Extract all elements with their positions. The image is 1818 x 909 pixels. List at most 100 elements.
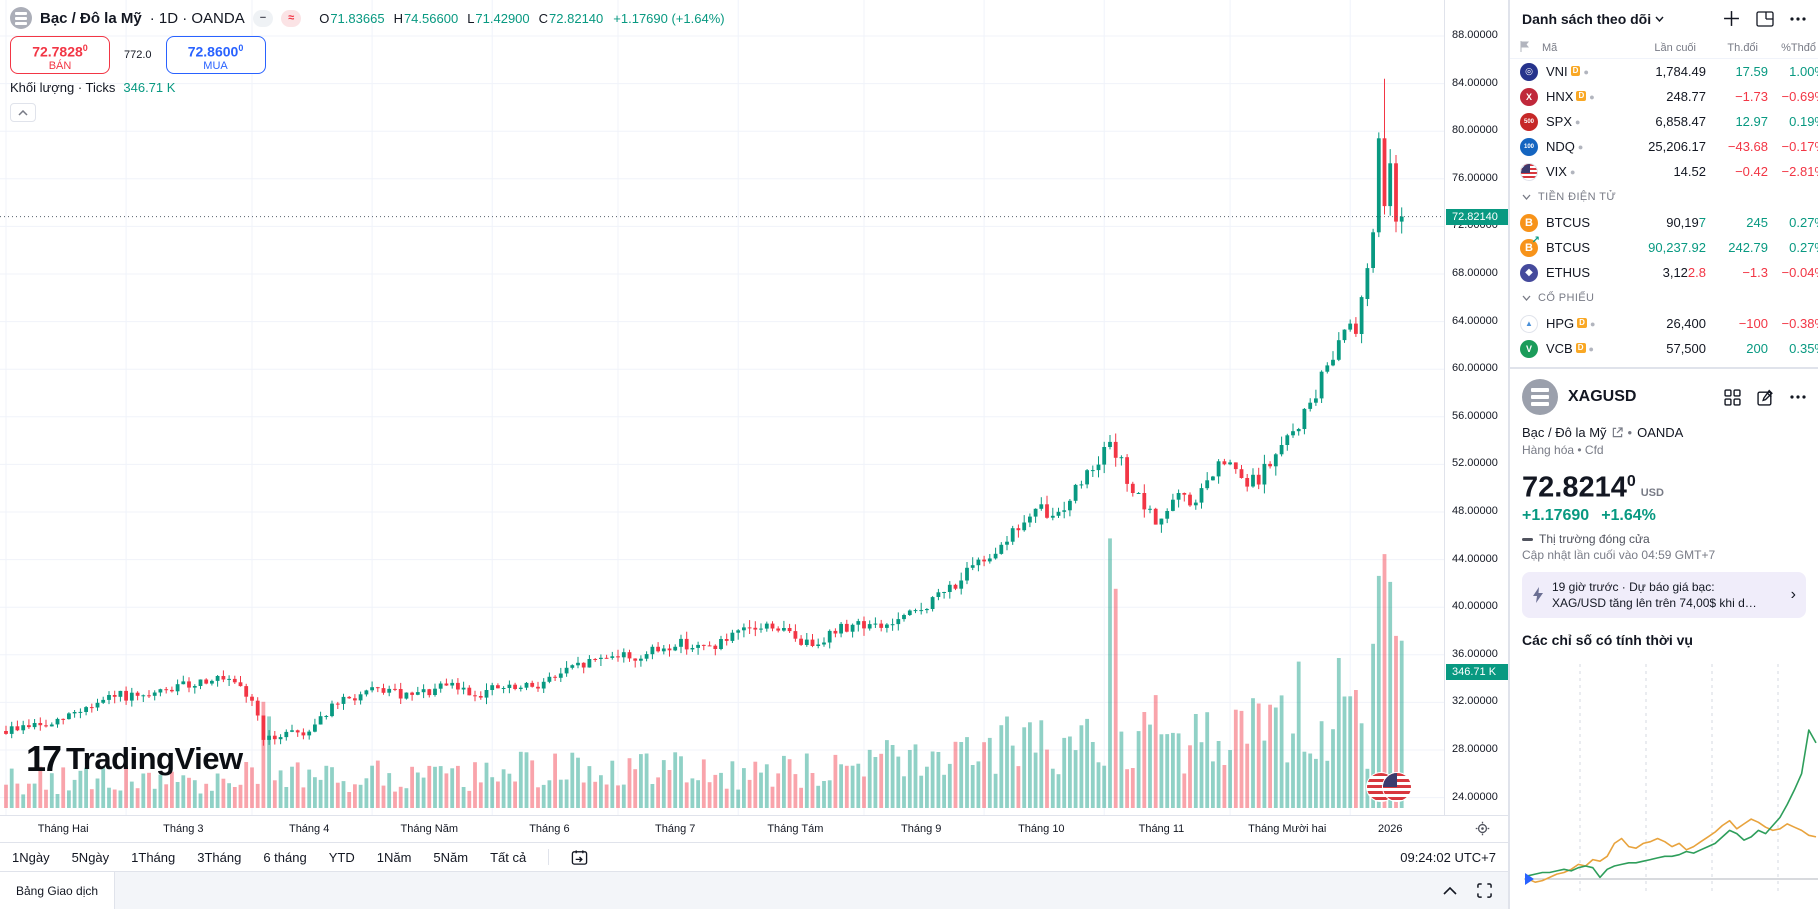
legend-collapse-button[interactable] [10,103,36,122]
news-line1: 19 giờ trước · Dự báo giá bạc: [1552,580,1715,595]
hide-indicator-icon[interactable]: − [252,9,274,27]
price-tick: 48.00000 [1452,505,1498,517]
buy-label: MUA [203,59,228,72]
price-tick: 40.00000 [1452,600,1498,613]
column-change-pct[interactable]: %Thđổ [1781,41,1816,54]
chevron-down-icon [1655,16,1664,22]
spread-value: 772.0 [124,49,152,61]
symbol-subtitle[interactable]: · 1D · OANDA [149,9,245,27]
range-all[interactable]: Tất cả [490,849,527,865]
news-banner[interactable]: 19 giờ trước · Dự báo giá bạc: XAG/USD t… [1522,572,1806,619]
current-price: 72.82140 [1522,472,1636,505]
high-value: 74.56600 [403,10,459,26]
watchlist-row-ndq[interactable]: 100 NDQ● 25,206.17 −43.68 −0.17% [1510,134,1818,159]
range-3m[interactable]: 3Tháng [197,849,242,865]
column-symbol[interactable]: Mã [1542,41,1558,54]
axis-settings-gear-icon[interactable] [1475,821,1490,841]
chevron-up-icon [18,109,28,116]
trading-panel-tab[interactable]: Bảng Giao dịch [0,872,116,909]
price-tick: 28.00000 [1452,743,1498,755]
symbol-overview-grid-icon[interactable] [1724,389,1741,406]
change-value: +1.17690 (+1.64%) [613,10,725,26]
close-value: 72.82140 [549,10,604,26]
pair-logos-icon [1366,772,1414,804]
time-axis-month: Tháng 4 [288,823,330,835]
last-price-label: 72.82140 [1446,208,1508,225]
edit-note-icon[interactable] [1757,389,1774,406]
seasonal-section-title: Các chỉ số có tính thời vụ [1522,632,1693,649]
hpg-logo-icon: ▲ [1520,314,1538,333]
symbol-fullname[interactable]: Bạc / Đô la Mỹ [1522,425,1607,441]
flag-column-icon[interactable] [1520,40,1542,55]
fullscreen-icon[interactable] [1477,883,1492,898]
price-axis[interactable]: 72.82140 346.71 K 88.00000 84.00000 80.000… [1444,0,1508,815]
tradingview-logo-text: TradingView [66,741,243,776]
chevron-right-icon: › [1790,586,1796,604]
sp500-logo-icon: 500 [1520,112,1538,131]
watchlist-row-vix[interactable]: VIX● 14.52 −0.42 −2.81% [1510,159,1818,184]
column-change[interactable]: Th.đổi [1727,41,1758,54]
time-axis[interactable]: Tháng Hai Tháng 3 Tháng 4 Tháng Năm Tháng 6 T… [0,815,1508,842]
price-tick: 60.00000 [1452,362,1498,375]
open-label: O [319,10,330,26]
time-axis-month: Tháng Hai [37,823,89,835]
seasonal-mini-chart[interactable] [1522,654,1818,904]
volume-legend-value: 346.71 K [123,80,176,95]
silver-logo-icon [1522,379,1558,416]
symbol-more-menu-icon[interactable] [1790,395,1806,399]
currency-label: USD [1640,487,1664,500]
clock[interactable]: 09:24:02 UTC+7 [1400,849,1496,865]
range-1m[interactable]: 1Tháng [131,849,176,865]
vni-logo-icon: ◎ [1520,62,1538,81]
price-tick: 52.00000 [1452,457,1498,470]
chevron-down-icon [1522,295,1531,302]
section-crypto[interactable]: TIỀN ĐIỆN TỬ [1510,184,1818,210]
low-value: 71.42900 [475,10,530,26]
watchlist-row-btcusdt[interactable]: B BTCUS 90,237.92 242.79 0.27% [1510,235,1818,260]
symbol-name[interactable]: XAGUSD [1568,388,1637,406]
price-change: +1.17690 +1.64% [1522,507,1656,525]
trade-buttons: 72.78280 BÁN 772.0 72.86000 MUA [10,36,266,74]
candlestick-chart[interactable] [0,0,1444,815]
time-axis-month: Tháng Mười hai [1248,823,1327,835]
sell-button[interactable]: 72.78280 BÁN [10,36,110,74]
watchlist-layout-icon[interactable] [1756,10,1774,27]
range-toolbar: 1Ngày 5Ngày 1Tháng 3Tháng 6 tháng YTD 1N… [0,842,1508,871]
column-last[interactable]: Lần cuối [1654,41,1696,54]
go-to-date-calendar-icon[interactable] [571,849,588,866]
add-symbol-button[interactable] [1723,10,1740,27]
high-label: H [393,10,403,26]
watchlist-title-dropdown[interactable]: Danh sách theo dõi [1522,11,1664,27]
section-stocks[interactable]: CỔ PHIẾU [1510,285,1818,311]
range-1y[interactable]: 1Năm [376,849,412,865]
range-5y[interactable]: 5Năm [433,849,469,865]
range-ytd[interactable]: YTD [328,849,355,865]
volume-axis-label: 346.71 K [1446,664,1508,680]
range-6m[interactable]: 6 tháng [263,849,307,865]
volume-legend[interactable]: Khối lượng · Ticks 346.71 K [10,80,175,95]
price-tick: 32.00000 [1452,695,1498,708]
approx-price-icon[interactable]: ≈ [281,9,302,27]
instrument-type: Hàng hóa • Cfd [1522,443,1604,458]
symbol-title[interactable]: Bạc / Đô la Mỹ [40,9,142,27]
range-1d[interactable]: 1Ngày [12,849,50,865]
watchlist-row-spx[interactable]: 500 SPX● 6,858.47 12.97 0.19% [1510,109,1818,134]
buy-button[interactable]: 72.86000 MUA [165,36,266,74]
watchlist-more-menu-icon[interactable] [1790,16,1806,21]
close-label: C [538,10,549,26]
time-axis-month: Tháng Năm [400,823,459,835]
external-link-icon[interactable] [1612,427,1623,438]
watchlist-row-btcusd[interactable]: B BTCUS 90,197 245 0.27% [1510,210,1818,235]
us-flag-icon [1520,162,1538,181]
lightning-icon [1533,587,1543,604]
status-bar: Bảng Giao dịch [0,871,1508,909]
panel-expand-chevron-icon[interactable] [1443,886,1457,895]
watchlist-row-ethusd[interactable]: ◆ ETHUS 3,122.8 −1.3 −0.04% [1510,260,1818,285]
symbol-legend[interactable]: Bạc / Đô la Mỹ · 1D · OANDA − ≈ O71.8366… [10,7,725,29]
range-5d[interactable]: 5Ngày [71,849,110,865]
